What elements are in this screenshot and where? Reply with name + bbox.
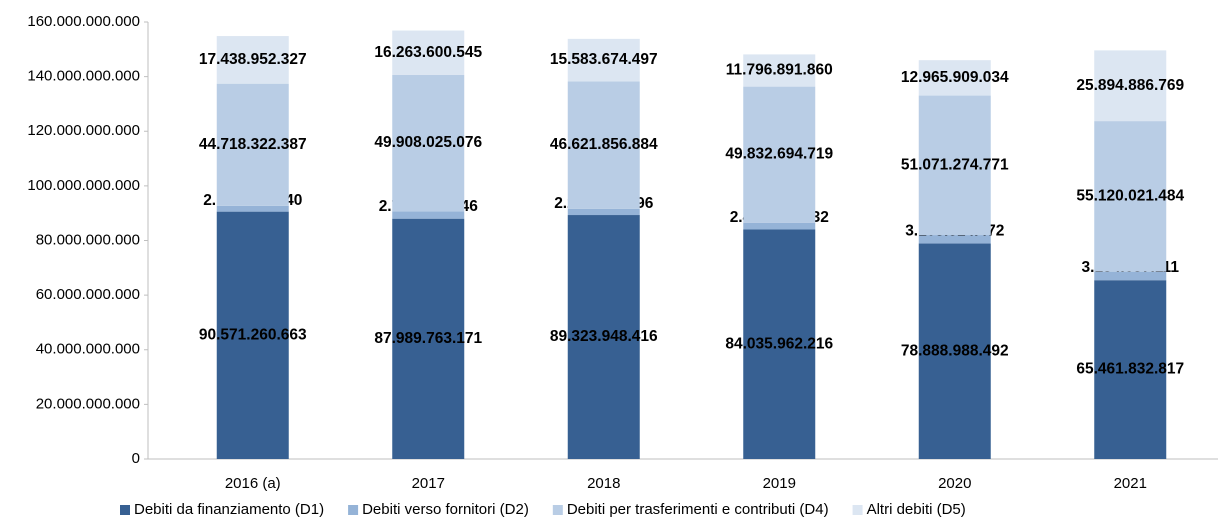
bar-segment: [392, 218, 465, 459]
data-label: 11.796.891.860: [726, 62, 833, 79]
data-label: 49.832.694.719: [725, 146, 833, 163]
x-tick-label: 2016 (a): [225, 475, 281, 492]
data-label: 46.621.856.884: [550, 136, 658, 153]
bar-segment: [743, 222, 816, 230]
legend-label: Debiti verso fornitori (D2): [362, 501, 529, 518]
legend-swatch: [852, 505, 863, 515]
y-tick-label: 140.000.000.000: [27, 68, 140, 85]
bar-segment: [1094, 121, 1167, 272]
data-label: 55.120.021.484: [1076, 187, 1184, 204]
legend-swatch: [552, 505, 563, 515]
data-label: 25.894.886.769: [1076, 77, 1184, 94]
data-label: 51.071.274.771: [901, 156, 1009, 173]
y-tick-label: 80.000.000.000: [36, 231, 140, 248]
bar-segment: [567, 215, 640, 459]
bar-segment: [1094, 271, 1167, 281]
data-label: 87.989.763.171: [374, 330, 482, 347]
data-label: 12.965.909.034: [901, 69, 1009, 86]
data-label: 89.323.948.416: [550, 328, 658, 345]
y-tick-label: 60.000.000.000: [36, 286, 140, 303]
bar-segment: [567, 81, 640, 209]
bar-segment: [216, 36, 289, 84]
data-label: 84.035.962.216: [725, 335, 833, 352]
bar-segment: [567, 208, 640, 216]
bar-segment: [567, 38, 640, 82]
y-tick-label: 100.000.000.000: [27, 177, 140, 194]
bar-segment: [743, 86, 816, 223]
data-label: 16.263.600.545: [374, 44, 482, 61]
x-tick-label: 2017: [412, 475, 445, 492]
bar-segment: [392, 211, 465, 219]
bar-segment: [743, 54, 816, 87]
x-tick-label: 2020: [938, 475, 971, 492]
bar-segment: [918, 243, 991, 459]
bar-segment: [216, 205, 289, 212]
legend-label: Altri debiti (D5): [867, 501, 966, 518]
legend-label: Debiti da finanziamento (D1): [134, 501, 324, 518]
legend-swatch: [348, 505, 359, 515]
data-label: 49.908.025.076: [374, 134, 482, 151]
bar-segment: [918, 60, 991, 96]
bar-segment: [392, 74, 465, 212]
data-label: 15.583.674.497: [550, 51, 658, 68]
bar-segment: [216, 83, 289, 206]
y-tick-label: 20.000.000.000: [36, 395, 140, 412]
legend-swatch: [120, 505, 130, 515]
bar-segment: [918, 235, 991, 244]
y-tick-label: 0: [132, 450, 140, 467]
data-label: 65.461.832.817: [1076, 361, 1184, 378]
data-label: 17.438.952.327: [199, 51, 307, 68]
x-tick-label: 2019: [763, 475, 796, 492]
bar-segment: [1094, 280, 1167, 459]
data-label: 78.888.988.492: [901, 342, 1009, 359]
bar-segment: [1094, 50, 1167, 122]
y-tick-label: 160.000.000.000: [27, 13, 140, 30]
bar-segment: [216, 211, 289, 459]
x-tick-label: 2021: [1114, 475, 1147, 492]
y-tick-label: 120.000.000.000: [27, 122, 140, 139]
y-tick-label: 40.000.000.000: [36, 341, 140, 358]
bar-segment: [918, 95, 991, 236]
bar-segment: [392, 30, 465, 75]
data-label: 90.571.260.663: [199, 326, 307, 343]
legend-label: Debiti per trasferimenti e contributi (D…: [567, 501, 829, 518]
bar-segment: [743, 229, 816, 459]
data-label: 44.718.322.387: [199, 136, 307, 153]
x-tick-label: 2018: [587, 475, 620, 492]
